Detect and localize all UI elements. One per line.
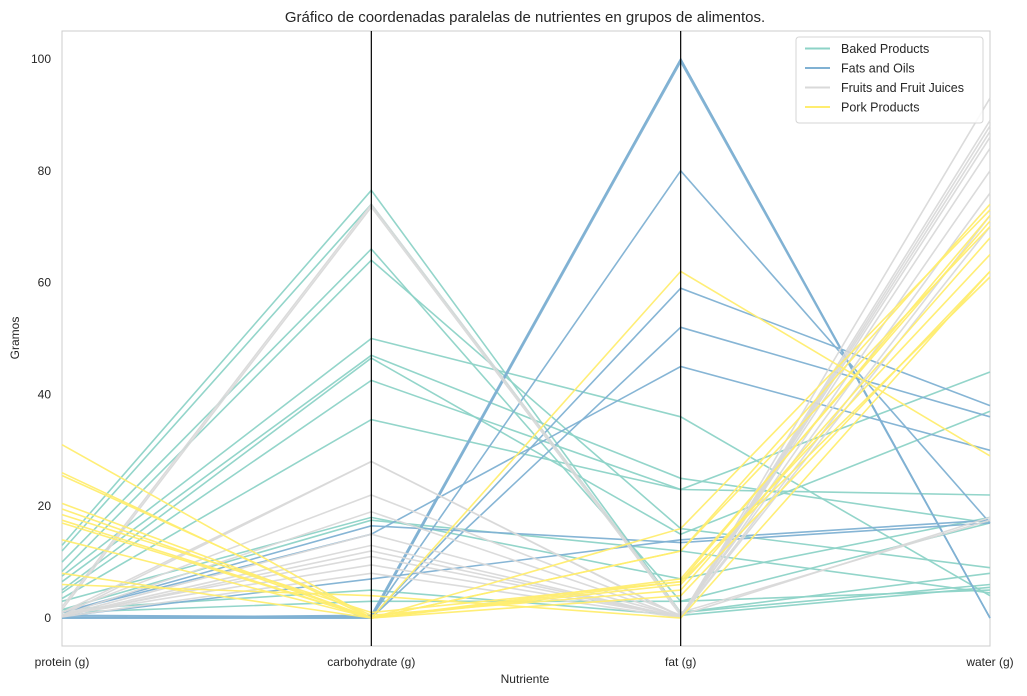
data-line — [61, 125, 991, 618]
y-tick-label: 20 — [38, 499, 52, 513]
x-tick-label: carbohydrate (g) — [327, 655, 415, 669]
x-tick-label: water (g) — [965, 655, 1013, 669]
y-axis-ticks: 0 20 40 60 80 100 — [31, 52, 51, 625]
data-line — [61, 259, 991, 573]
data-line — [61, 214, 991, 614]
data-line — [61, 192, 991, 617]
data-line — [61, 516, 991, 603]
series-lines — [61, 57, 991, 619]
series-fruits-and-fruit-juices — [61, 97, 991, 619]
data-line — [61, 215, 991, 618]
chart-title: Gráfico de coordenadas paralelas de nutr… — [285, 9, 765, 26]
plot-area-frame — [61, 30, 991, 647]
data-line — [61, 205, 991, 617]
dimension-axes — [370, 31, 682, 646]
legend-entry-label: Fats and Oils — [841, 62, 915, 76]
data-line — [61, 371, 991, 600]
x-axis-ticks: protein (g) carbohydrate (g) fat (g) water … — [35, 655, 1014, 669]
data-line — [61, 189, 991, 614]
legend-entry-label: Baked Products — [841, 42, 929, 56]
data-line — [61, 365, 991, 614]
data-line — [61, 209, 991, 619]
data-line — [61, 357, 991, 591]
series-pork-products — [61, 203, 991, 619]
data-line — [61, 354, 991, 583]
data-line — [61, 379, 991, 594]
data-line — [61, 276, 991, 619]
x-tick-label: fat (g) — [665, 655, 696, 669]
legend-entry-label: Fruits and Fruit Juices — [841, 81, 964, 95]
y-tick-label: 60 — [38, 276, 52, 290]
data-line — [61, 270, 991, 619]
y-tick-label: 80 — [38, 164, 52, 178]
data-line — [61, 519, 991, 618]
x-axis-label: Nutriente — [501, 672, 550, 686]
data-line — [61, 237, 991, 617]
data-line — [61, 203, 991, 619]
series-fats-and-oils — [61, 57, 991, 619]
legend-box — [795, 36, 984, 124]
legend-entry-label: Pork Products — [841, 101, 920, 115]
y-tick-label: 40 — [38, 387, 52, 401]
legend: Baked Products Fats and Oils Fruits and Fr… — [795, 36, 984, 124]
y-tick-label: 0 — [44, 611, 51, 625]
y-tick-label: 100 — [31, 52, 51, 66]
data-line — [61, 337, 991, 597]
data-line — [61, 147, 991, 618]
data-line — [61, 519, 991, 611]
data-line — [61, 202, 991, 614]
y-axis-label: Gramos — [8, 317, 22, 360]
x-tick-label: protein (g) — [35, 655, 90, 669]
data-line — [61, 270, 991, 619]
